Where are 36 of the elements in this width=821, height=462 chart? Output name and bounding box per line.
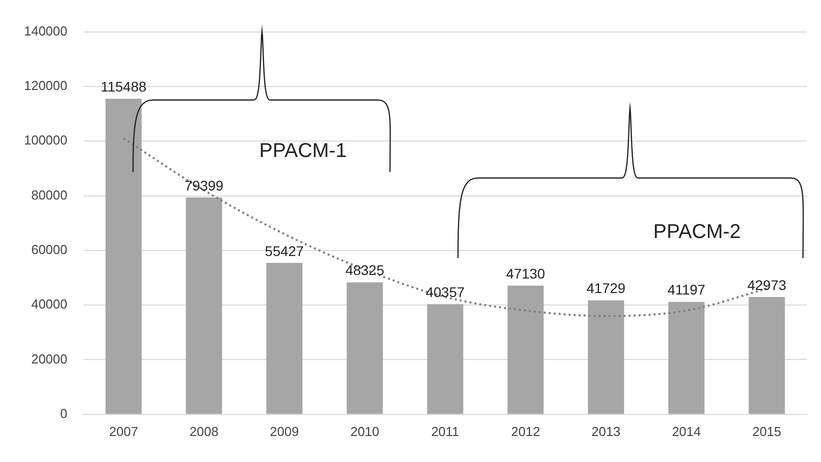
y-tick-label: 120000 <box>24 78 68 94</box>
bar <box>105 98 142 414</box>
x-tick-label: 2012 <box>511 424 540 439</box>
text: 47130 <box>506 265 546 282</box>
text: 41197 <box>667 282 706 298</box>
x-tick-label: 2010 <box>350 424 380 439</box>
text: 40357 <box>426 284 465 300</box>
bar <box>668 302 704 414</box>
y-tick-label: 60000 <box>31 242 68 258</box>
x-tick-label: 2008 <box>190 424 218 439</box>
y-tick-label: 0 <box>60 406 68 421</box>
x-tick-label: 2013 <box>592 424 620 439</box>
x-tick-label: 2011 <box>431 424 460 439</box>
x-tick-label: 2007 <box>109 424 138 439</box>
bar <box>588 300 624 414</box>
text: 41729 <box>586 280 626 296</box>
x-tick-label: 2015 <box>752 424 782 439</box>
text: 115488 <box>100 78 146 95</box>
bar <box>346 282 383 414</box>
y-tick-label: 140000 <box>24 23 68 38</box>
bar <box>748 296 785 414</box>
bar <box>508 286 544 414</box>
bar <box>266 262 302 414</box>
text: 42973 <box>747 276 786 293</box>
text: 79399 <box>184 177 224 194</box>
bar <box>186 197 222 414</box>
x-tick-label: 2009 <box>270 424 299 439</box>
y-tick-label: 80000 <box>31 187 68 202</box>
text: 55427 <box>264 242 304 259</box>
annotation: PPACM-1 <box>259 140 347 163</box>
annotation: PPACM-2 <box>653 221 741 244</box>
y-tick-label: 40000 <box>31 296 68 312</box>
y-tick-label: 20000 <box>31 351 68 366</box>
x-tick-label: 2014 <box>672 424 701 439</box>
bar <box>427 304 464 414</box>
y-tick-label: 100000 <box>24 132 68 148</box>
